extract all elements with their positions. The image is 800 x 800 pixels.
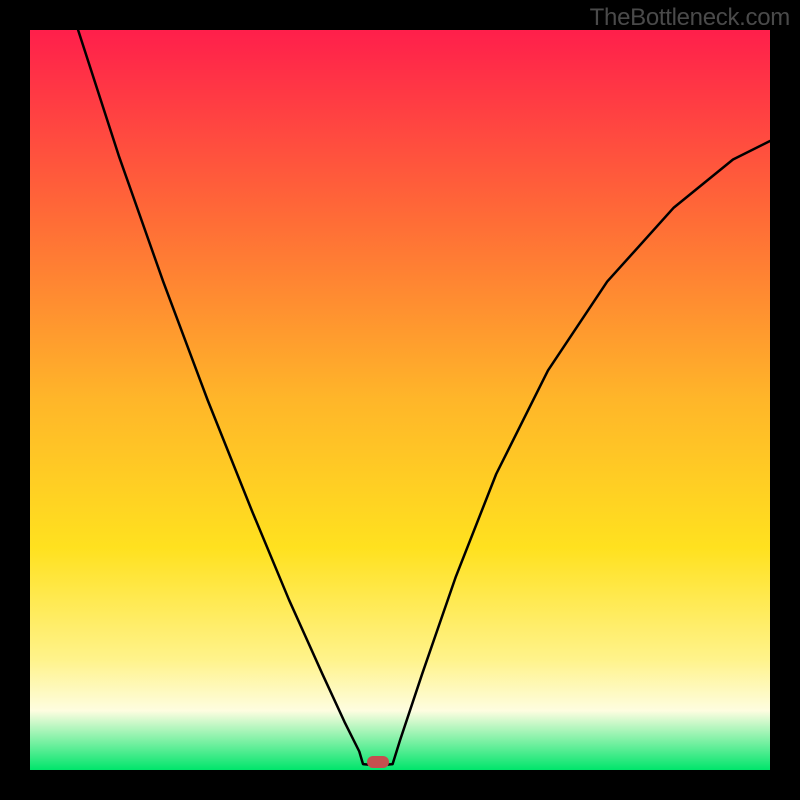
bottleneck-curve (0, 0, 800, 800)
watermark-text: TheBottleneck.com (590, 4, 790, 32)
curve-path (78, 30, 770, 766)
chart-frame: TheBottleneck.com (0, 0, 800, 800)
minimum-marker (367, 756, 389, 768)
